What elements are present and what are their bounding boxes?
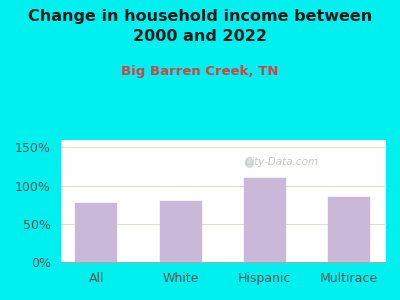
Text: Change in household income between
2000 and 2022: Change in household income between 2000 … bbox=[28, 9, 372, 44]
Bar bbox=[328, 197, 370, 262]
Bar bbox=[244, 178, 286, 262]
Text: Big Barren Creek, TN: Big Barren Creek, TN bbox=[121, 65, 279, 79]
Bar bbox=[160, 201, 202, 262]
Text: ●: ● bbox=[243, 155, 254, 168]
Text: City-Data.com: City-Data.com bbox=[244, 157, 318, 167]
Bar bbox=[75, 202, 118, 262]
